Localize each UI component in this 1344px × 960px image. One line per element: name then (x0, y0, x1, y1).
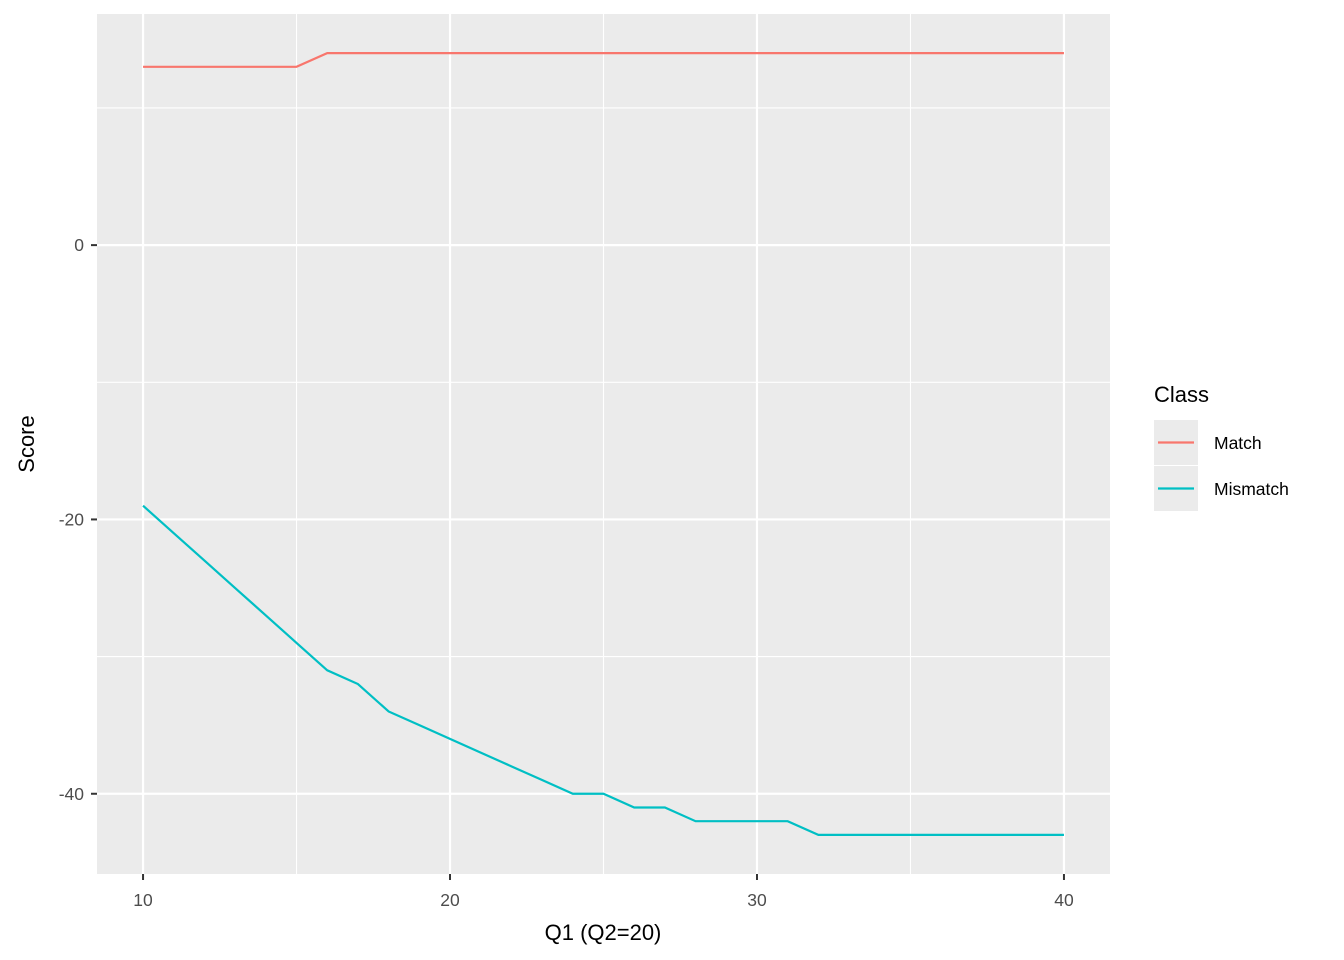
x-axis-title: Q1 (Q2=20) (545, 920, 662, 945)
y-tick-label: 0 (74, 235, 84, 255)
x-tick-label: 10 (133, 890, 153, 910)
series-line-mismatch (142, 504, 1064, 837)
legend: Class Match Mismatch (1154, 382, 1289, 511)
x-tick-label: 30 (747, 890, 767, 910)
y-axis-title: Score (14, 415, 39, 472)
x-tick-label: 20 (440, 890, 460, 910)
x-tick-label: 40 (1054, 890, 1074, 910)
legend-label: Match (1214, 433, 1262, 453)
y-tick-label: -20 (59, 509, 85, 529)
y-tick-label: -40 (59, 784, 85, 804)
legend-label: Mismatch (1214, 479, 1289, 499)
series-line-match (143, 51, 1064, 68)
legend-title: Class (1154, 382, 1209, 407)
